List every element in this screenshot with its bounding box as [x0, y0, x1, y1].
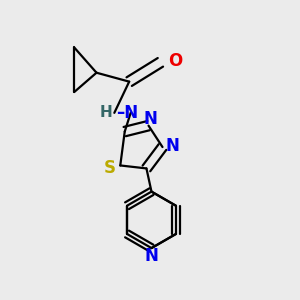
Text: N: N: [166, 136, 179, 154]
Text: S: S: [104, 159, 116, 177]
Text: N: N: [144, 110, 158, 128]
Text: N: N: [145, 248, 158, 266]
Text: –N: –N: [116, 104, 138, 122]
Text: O: O: [168, 52, 182, 70]
Text: H: H: [100, 105, 113, 120]
